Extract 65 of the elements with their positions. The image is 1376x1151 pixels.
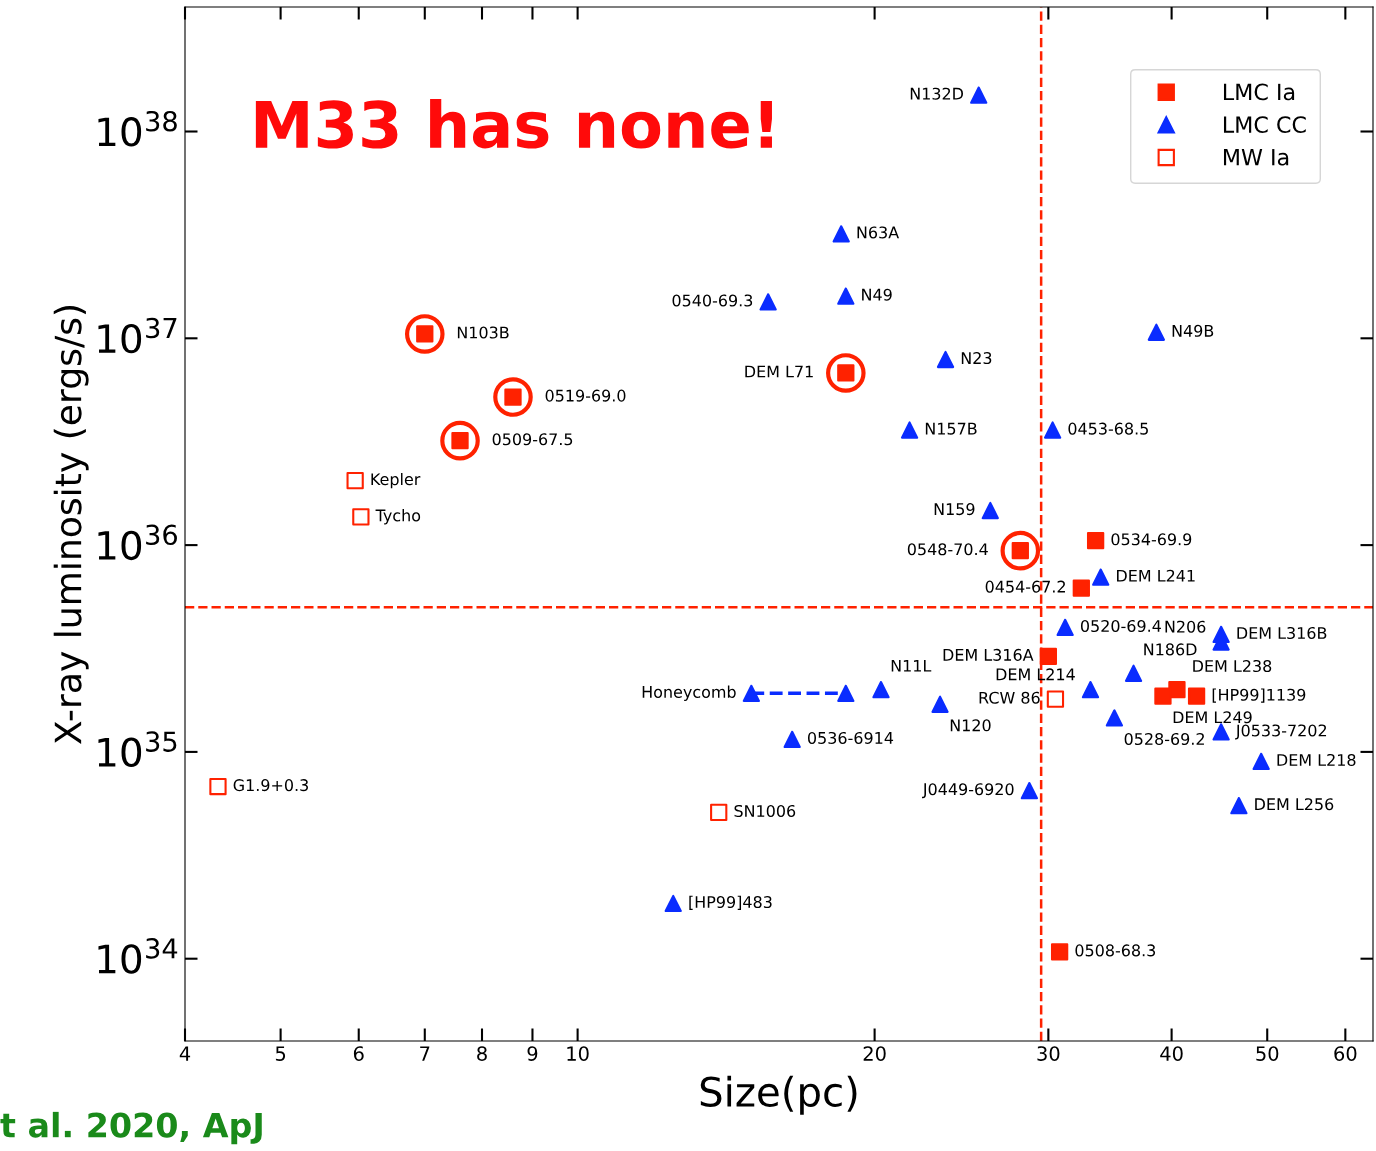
annotation: DEM L316A — [943, 648, 1034, 661]
annotation: G1.9+0.3 — [233, 779, 308, 792]
annotation: N157B — [925, 422, 977, 435]
annotation: 0519-69.0 — [545, 389, 626, 402]
y-tick-label: 10$^{38}$ — [98, 110, 177, 147]
annotation: [HP99]483 — [689, 895, 772, 910]
x-tick-label: 7 — [420, 1046, 430, 1061]
annotation: J0533-7202 — [1235, 724, 1327, 740]
x-tick-label: 6 — [353, 1046, 364, 1061]
annotation: N159 — [934, 503, 975, 516]
legend-label: LMC CC — [1223, 116, 1306, 133]
annotation: DEM L218 — [1277, 753, 1356, 766]
x-tick-label: 8 — [477, 1046, 487, 1061]
y-tick-label: 10$^{34}$ — [98, 938, 178, 974]
x-tick-label: 4 — [179, 1046, 191, 1061]
x-tick-label: 20 — [863, 1046, 886, 1061]
annotation: N132D — [910, 87, 964, 100]
annotation: DEM L256 — [1255, 798, 1334, 811]
annotation: DEM L238 — [1193, 659, 1272, 673]
x-tick-label: 30 — [1037, 1046, 1060, 1061]
annotation: N186D — [1144, 643, 1197, 656]
x-tick-label: 9 — [527, 1046, 538, 1061]
annotation: 0536-6914 — [807, 731, 894, 744]
annotation: J0449-6920 — [922, 783, 1014, 799]
annotation: DEM L214 — [996, 668, 1075, 681]
x-tick-label: 5 — [275, 1046, 286, 1061]
annotation: DEM L241 — [1117, 569, 1195, 582]
x-tick-label: 10 — [567, 1046, 589, 1061]
legend-label: MW Ia — [1223, 149, 1289, 166]
annotation: N11L — [891, 659, 932, 672]
x-tick-label: 40 — [1160, 1046, 1183, 1061]
text: t al. 2020, ApJ — [0, 1111, 262, 1145]
annotation: 0520-69.4 — [1080, 619, 1161, 633]
annotation: N103B — [457, 326, 509, 339]
annotation: N120 — [950, 719, 991, 732]
y-tick-label: 10$^{35}$ — [98, 731, 177, 767]
annotation: 0508-68.3 — [1075, 944, 1156, 957]
annotation: 0540-69.3 — [672, 294, 753, 307]
legend-label: LMC Ia — [1223, 83, 1295, 101]
annotation: [HP99]1139 — [1212, 688, 1306, 703]
annotation: RCW 86 — [979, 691, 1040, 704]
annotation: Honeycomb — [642, 685, 736, 702]
annotation: Kepler — [371, 472, 421, 489]
annotation: SN1006 — [734, 804, 796, 818]
annotation: N49B — [1172, 324, 1214, 337]
annotation: 0509-67.5 — [492, 433, 573, 446]
y-tick-label: 10$^{36}$ — [98, 524, 177, 561]
annotation: DEM L71 — [745, 365, 813, 378]
annotation: DEM L249 — [1173, 711, 1252, 724]
x-tick-label: 60 — [1334, 1046, 1357, 1061]
y-axis-title: X-ray luminosity (ergs/s) — [53, 306, 89, 744]
annotation: N206 — [1165, 620, 1206, 633]
x-axis-title: Size(pc) — [700, 1075, 857, 1115]
annotation: 0528-69.2 — [1124, 732, 1204, 746]
annotation: N23 — [961, 352, 992, 365]
annotation: 0453-68.5 — [1068, 422, 1148, 435]
annotation: M33 has none! — [255, 99, 772, 149]
annotation: 0534-69.9 — [1111, 533, 1192, 546]
x-tick-label: 50 — [1256, 1046, 1279, 1061]
y-tick-label: 10$^{37}$ — [98, 317, 177, 354]
annotation: DEM L316B — [1237, 626, 1327, 640]
annotation: N49 — [862, 288, 892, 301]
annotation: N63A — [857, 226, 900, 239]
annotation: Tycho — [375, 509, 421, 525]
annotation: 0548-70.4 — [907, 543, 988, 556]
